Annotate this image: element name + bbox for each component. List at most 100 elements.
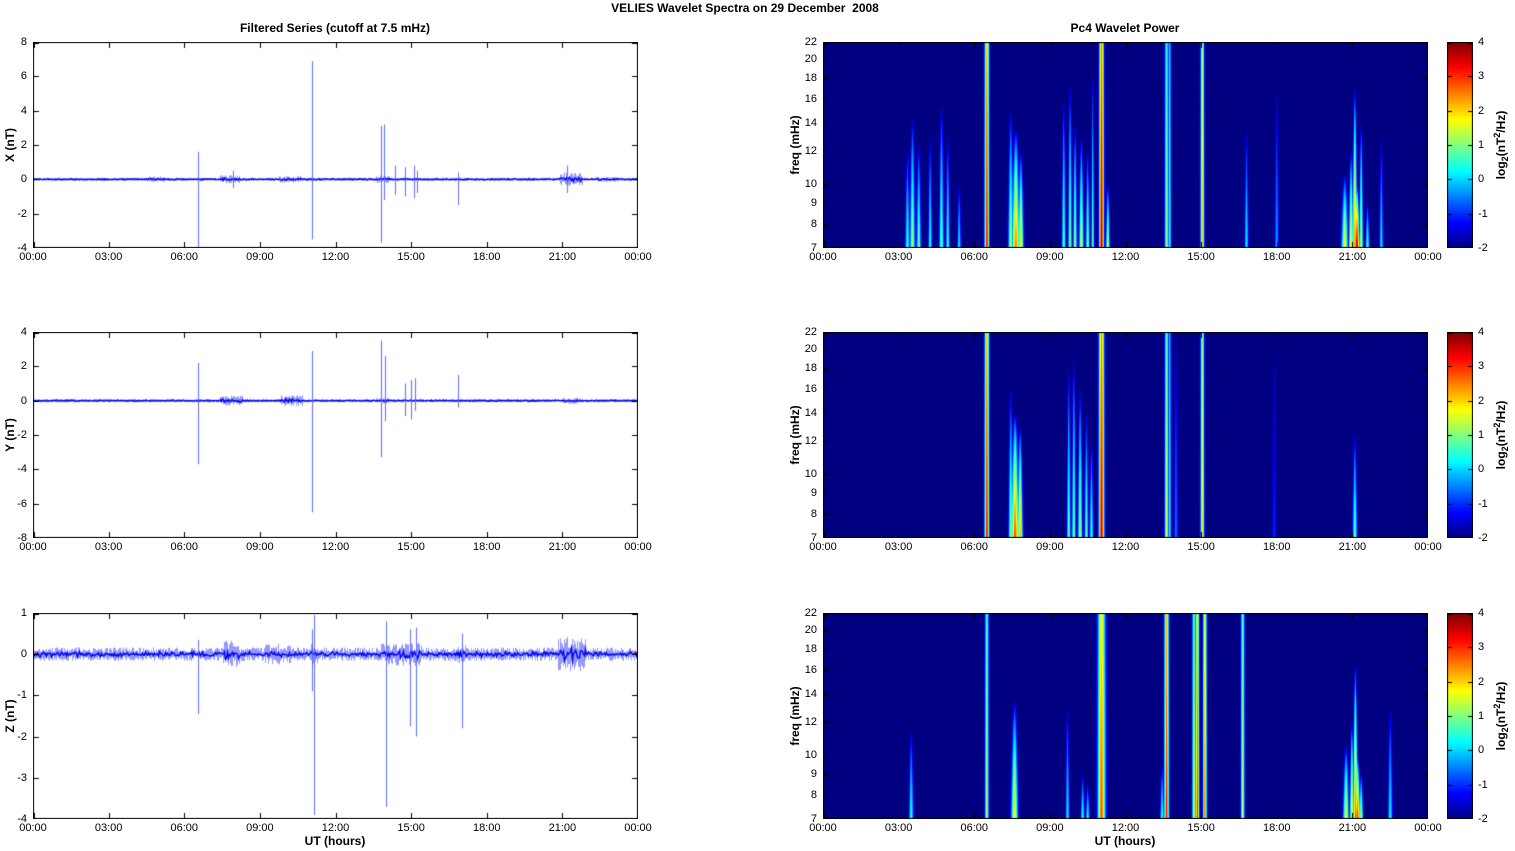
ytick-left-row2--4: -4 <box>17 813 27 825</box>
xtick-left-row1-09:00: 09:00 <box>246 541 274 553</box>
colorbar-3 <box>1447 613 1473 819</box>
xtick-left-row2-18:00: 18:00 <box>472 822 501 834</box>
xtick-right-row0-06:00: 06:00 <box>960 251 989 263</box>
ytick-left-row2--1: -1 <box>17 689 27 702</box>
xtick-left-row1-12:00: 12:00 <box>321 541 350 553</box>
xtick-right-row1-21:00: 21:00 <box>1338 541 1367 553</box>
ytick-freq-row0-12: 12 <box>804 145 817 158</box>
cbtick-row2-0: 0 <box>1478 744 1485 757</box>
ytick-left-row2-1: 1 <box>20 607 27 619</box>
ytick-freq-row0-8: 8 <box>810 217 817 230</box>
ytick-freq-row2-9: 9 <box>810 767 817 780</box>
ytick-freq-row0-16: 16 <box>804 93 817 106</box>
ytick-freq-row1-8: 8 <box>810 507 817 520</box>
ytick-left-row1--6: -6 <box>17 497 27 510</box>
xtick-left-row1-15:00: 15:00 <box>397 541 425 553</box>
cbtick-row0--1: -1 <box>1478 207 1488 220</box>
xtick-left-row0-06:00: 06:00 <box>170 251 199 263</box>
xtick-left-row1-00:00: 00:00 <box>19 541 47 553</box>
ytick-freq-row1-12: 12 <box>804 435 817 448</box>
xtick-right-row2-21:00: 21:00 <box>1338 822 1367 834</box>
ytick-freq-row0-7: 7 <box>810 242 817 254</box>
z-wavelet-spectrogram <box>823 613 1428 819</box>
ytick-left-row0-8: 8 <box>20 36 27 48</box>
ytick-freq-row0-18: 18 <box>804 72 817 85</box>
ytick-freq-row2-14: 14 <box>804 688 817 701</box>
right-column-title: Pc4 Wavelet Power <box>1070 21 1180 35</box>
ytick-freq-row2-18: 18 <box>804 643 817 656</box>
ytick-freq-row1-18: 18 <box>804 362 817 375</box>
colorbar-label-3: log2(nT2/Hz) <box>1491 681 1511 751</box>
ytick-freq-row1-7: 7 <box>810 532 817 544</box>
xtick-right-row1-03:00: 03:00 <box>884 541 913 553</box>
cbtick-row2--2: -2 <box>1478 813 1488 825</box>
xtick-right-row1-06:00: 06:00 <box>960 541 989 553</box>
colorbar-2 <box>1447 332 1473 538</box>
cbtick-row1-4: 4 <box>1478 326 1485 338</box>
ytick-freq-row0-9: 9 <box>810 196 817 209</box>
xtick-left-row0-18:00: 18:00 <box>472 251 501 263</box>
ytick-freq-row1-22: 22 <box>804 326 817 338</box>
cbtick-row0-2: 2 <box>1478 104 1485 117</box>
cbtick-row0-4: 4 <box>1478 36 1485 48</box>
xtick-left-row2-15:00: 15:00 <box>397 822 425 834</box>
ytick-left-row0--4: -4 <box>17 242 27 254</box>
figure-title: VELIES Wavelet Spectra on 29 December 20… <box>611 1 879 15</box>
xtick-left-row1-00:00: 00:00 <box>624 541 652 553</box>
xtick-right-row2-06:00: 06:00 <box>960 822 989 834</box>
colorbar-label-2: log2(nT2/Hz) <box>1491 400 1511 470</box>
cbtick-row0--2: -2 <box>1478 242 1488 254</box>
cbtick-row1-3: 3 <box>1478 360 1485 373</box>
xtick-right-row0-18:00: 18:00 <box>1262 251 1291 263</box>
ytick-left-row1-2: 2 <box>20 360 27 373</box>
ytick-freq-row2-22: 22 <box>804 607 817 619</box>
cbtick-row0-0: 0 <box>1478 173 1485 186</box>
ytick-freq-row1-9: 9 <box>810 486 817 499</box>
xtick-right-row1-00:00: 00:00 <box>1414 541 1442 553</box>
ytick-left-row2--3: -3 <box>17 771 27 784</box>
xtick-right-row2-09:00: 09:00 <box>1036 822 1064 834</box>
left-column-title: Filtered Series (cutoff at 7.5 mHz) <box>239 21 431 35</box>
xtick-left-row1-18:00: 18:00 <box>472 541 501 553</box>
ytick-left-row0-2: 2 <box>20 139 27 151</box>
xtick-left-row2-09:00: 09:00 <box>246 822 274 834</box>
xtick-right-row1-15:00: 15:00 <box>1187 541 1215 553</box>
ytick-left-row1--4: -4 <box>17 463 27 476</box>
y-wavelet-spectrogram <box>823 332 1428 538</box>
cbtick-row1--2: -2 <box>1478 532 1488 544</box>
cbtick-row2-4: 4 <box>1478 607 1485 619</box>
xtick-left-row2-00:00: 00:00 <box>19 822 47 834</box>
xtick-right-row0-12:00: 12:00 <box>1111 251 1140 263</box>
xtick-left-row1-03:00: 03:00 <box>94 541 123 553</box>
xtick-left-row2-12:00: 12:00 <box>321 822 350 834</box>
xtick-right-row2-00:00: 00:00 <box>809 822 837 834</box>
cbtick-row2-3: 3 <box>1478 641 1485 654</box>
cbtick-row1-0: 0 <box>1478 463 1485 476</box>
ytick-freq-row1-20: 20 <box>804 343 817 356</box>
ytick-freq-row2-20: 20 <box>804 624 817 637</box>
xtick-right-row2-00:00: 00:00 <box>1414 822 1442 834</box>
ytick-left-row0-0: 0 <box>20 173 27 186</box>
ytick-left-row1--2: -2 <box>17 429 27 441</box>
xtick-right-row0-03:00: 03:00 <box>884 251 913 263</box>
ytick-left-row1--8: -8 <box>17 532 27 544</box>
xtick-right-row2-03:00: 03:00 <box>884 822 913 834</box>
xtick-left-row2-06:00: 06:00 <box>170 822 199 834</box>
ytick-left-row2-0: 0 <box>20 648 27 661</box>
cbtick-row1-1: 1 <box>1478 429 1485 441</box>
colorbar-1 <box>1447 42 1473 248</box>
xtick-left-row2-00:00: 00:00 <box>624 822 652 834</box>
colorbar-label-1: log2(nT2/Hz) <box>1491 110 1511 180</box>
y-series-plot <box>33 332 638 538</box>
ytick-freq-row0-10: 10 <box>804 177 817 190</box>
xtick-left-row0-09:00: 09:00 <box>246 251 274 263</box>
xtick-left-row1-21:00: 21:00 <box>548 541 577 553</box>
xtick-right-row0-21:00: 21:00 <box>1338 251 1367 263</box>
cbtick-row2-2: 2 <box>1478 675 1485 688</box>
x-wavelet-spectrogram <box>823 42 1428 248</box>
xtick-right-row1-18:00: 18:00 <box>1262 541 1291 553</box>
xtick-left-row2-21:00: 21:00 <box>548 822 577 834</box>
xtick-left-row0-12:00: 12:00 <box>321 251 350 263</box>
cbtick-row0-1: 1 <box>1478 139 1485 151</box>
